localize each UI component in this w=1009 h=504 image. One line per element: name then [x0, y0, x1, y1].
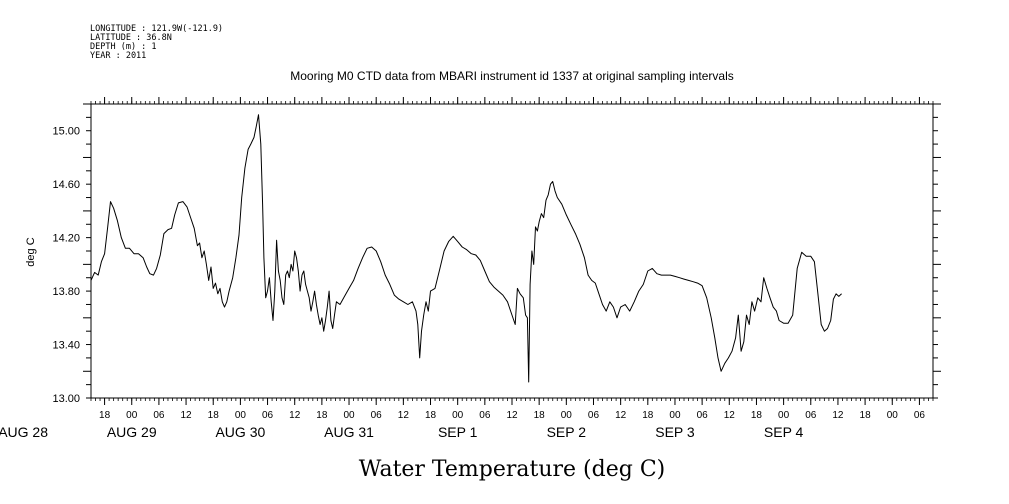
- plot-frame: [90, 103, 934, 399]
- y-tick-label: 13.40: [52, 340, 80, 352]
- y-axis-label: deg C: [25, 237, 37, 266]
- x-hour-tick-label: 18: [534, 410, 546, 421]
- x-hour-tick-label: 00: [452, 410, 464, 421]
- x-day-label: SEP 2: [547, 424, 587, 440]
- x-day-label: AUG 30: [215, 424, 265, 440]
- x-hour-tick-label: 18: [425, 410, 437, 421]
- x-axis: 18 00 06 12 18 00 06 12 18 00 06 12 18 00 06 12 18 00 06 12…: [0, 97, 925, 440]
- longitude-label: LONGITUDE : 121.9W(-121.9): [90, 24, 223, 34]
- x-day-label: AUG 28: [0, 424, 48, 440]
- x-hour-tick-label: 18: [99, 410, 111, 421]
- x-hour-tick-label: 12: [506, 410, 518, 421]
- x-hour-tick-label: 06: [914, 410, 926, 421]
- x-hour-tick-label: 06: [479, 410, 491, 421]
- latitude-label: LATITUDE : 36.8N: [90, 33, 172, 43]
- x-hour-tick-label: 12: [724, 410, 736, 421]
- x-hour-tick-label: 00: [887, 410, 899, 421]
- year-label: YEAR : 2011: [90, 51, 146, 61]
- y-tick-label: 14.20: [52, 233, 80, 245]
- x-hour-tick-label: 00: [343, 410, 355, 421]
- chart-title: Mooring M0 CTD data from MBARI instrumen…: [290, 69, 734, 83]
- x-hour-tick-label: 18: [316, 410, 328, 421]
- x-hour-tick-label: 06: [805, 410, 817, 421]
- x-hour-tick-label: 18: [751, 410, 763, 421]
- x-day-label: AUG 29: [107, 424, 157, 440]
- x-hour-tick-label: 00: [669, 410, 681, 421]
- x-day-label: SEP 4: [764, 424, 804, 440]
- y-tick-label: 15.00: [52, 126, 80, 138]
- x-hour-tick-label: 06: [153, 410, 165, 421]
- x-hour-tick-label: 12: [615, 410, 627, 421]
- y-tick-label: 14.60: [52, 179, 80, 191]
- x-axis-label: Water Temperature (deg C): [359, 457, 666, 482]
- x-hour-tick-label: 06: [371, 410, 383, 421]
- x-hour-tick-label: 18: [860, 410, 872, 421]
- y-axis: 13.00 13.40 13.80 14.20 14.60 15.00: [52, 103, 941, 405]
- x-hour-tick-label: 00: [778, 410, 790, 421]
- x-hour-tick-label: 12: [832, 410, 844, 421]
- x-hour-tick-label: 12: [289, 410, 301, 421]
- x-day-label: SEP 1: [438, 424, 478, 440]
- x-hour-tick-label: 00: [235, 410, 247, 421]
- x-hour-tick-label: 12: [398, 410, 410, 421]
- x-hour-tick-label: 18: [642, 410, 654, 421]
- x-hour-tick-label: 06: [697, 410, 709, 421]
- x-hour-tick-label: 12: [181, 410, 193, 421]
- minor-ticks: [90, 101, 934, 401]
- x-day-label: SEP 3: [655, 424, 695, 440]
- x-hour-tick-label: 00: [561, 410, 573, 421]
- x-day-label: AUG 31: [324, 424, 374, 440]
- x-hour-tick-label: 18: [208, 410, 220, 421]
- depth-label: DEPTH (m) : 1: [90, 42, 157, 52]
- x-hour-tick-label: 00: [126, 410, 138, 421]
- temperature-series-line: [90, 114, 842, 383]
- x-hour-tick-label: 06: [262, 410, 274, 421]
- y-tick-label: 13.80: [52, 286, 80, 298]
- y-tick-label: 13.00: [52, 393, 80, 405]
- header-info: LONGITUDE : 121.9W(-121.9) LATITUDE : 36…: [90, 24, 223, 61]
- x-hour-tick-label: 06: [588, 410, 600, 421]
